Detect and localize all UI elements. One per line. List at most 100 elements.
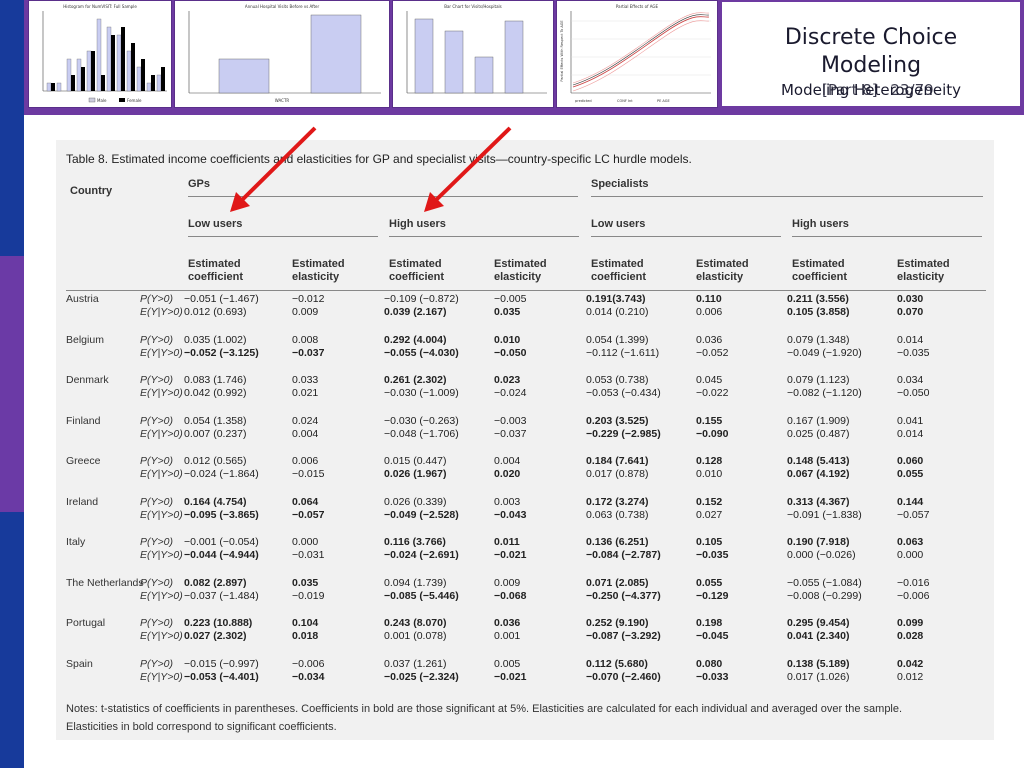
gp-rule xyxy=(188,196,578,197)
table-cell: −0.053 (−4.401) xyxy=(184,670,259,683)
rule-gp-low xyxy=(188,236,378,237)
table-cell: 0.041 (2.340) xyxy=(787,630,850,642)
hist-bar-male xyxy=(86,50,92,92)
row-label-expect: E(Y|Y>0) xyxy=(140,427,183,440)
table-cell: 0.099 xyxy=(897,617,924,629)
table-cell: −0.055 (−1.084) xyxy=(787,576,862,589)
table-cell: −0.024 (−2.691) xyxy=(384,549,459,561)
table-cell: 0.063 xyxy=(897,536,924,548)
table-cell: 0.012 xyxy=(897,670,924,683)
table-cell: 0.243 (8.070) xyxy=(384,617,447,629)
slide-subtitle: Modeling Heterogeneity xyxy=(722,80,1020,100)
table-cell: 0.001 xyxy=(494,630,521,642)
col-header-coefficient: Estimated coefficient xyxy=(389,258,445,283)
table-cell: 0.203 (3.525) xyxy=(586,414,649,427)
table-cell: 0.028 xyxy=(897,630,924,642)
table-cell: −0.030 (−0.263) xyxy=(384,414,459,427)
table-cell: 0.026 (0.339) xyxy=(384,495,447,508)
col-header-elasticity: Estimated elasticity xyxy=(494,258,547,283)
table-cell: −0.015 (−0.997) xyxy=(184,657,259,670)
table-cell: 0.252 (9.190) xyxy=(586,617,649,629)
table-cell: 0.110 xyxy=(696,293,722,305)
table-cell: 0.009 xyxy=(494,576,521,589)
table-cell: 0.018 xyxy=(292,630,319,642)
table-cell: 0.155 xyxy=(696,414,723,427)
bar-chart-thumb-2: Annual Hospital Visits Before vs After W… xyxy=(188,4,381,103)
table-figure: Table 8. Estimated income coefficients a… xyxy=(56,140,994,740)
table-cell: −0.087 (−3.292) xyxy=(586,630,661,642)
table-cell: −0.019 xyxy=(292,589,325,602)
row-label-prob: P(Y>0) xyxy=(140,455,173,467)
col-header-elasticity: Estimated elasticity xyxy=(696,258,749,283)
table-cell: 0.025 (0.487) xyxy=(787,427,850,440)
row-label-expect: E(Y|Y>0) xyxy=(140,670,183,683)
table-cell: 0.027 xyxy=(696,508,723,521)
country-name: Ireland xyxy=(66,495,99,508)
table-cell: −0.090 xyxy=(696,427,729,440)
row-label-prob: P(Y>0) xyxy=(140,374,173,386)
table-cell: 0.012 (0.565) xyxy=(184,455,247,467)
table-cell: 0.152 xyxy=(696,495,723,508)
hist-bar-male xyxy=(106,26,112,92)
table-cell: −0.031 xyxy=(292,549,325,561)
table-cell: 0.211 (3.556) xyxy=(787,293,849,305)
hist-bar-male xyxy=(146,82,152,92)
table-cell: 0.094 (1.739) xyxy=(384,576,447,589)
row-label-prob: P(Y>0) xyxy=(140,536,173,548)
row-label-prob: P(Y>0) xyxy=(140,495,173,508)
table-cell: 0.036 xyxy=(494,617,521,629)
table-cell: 0.015 (0.447) xyxy=(384,455,447,467)
table-cell: −0.070 (−2.460) xyxy=(586,670,661,683)
table-cell: 0.037 (1.261) xyxy=(384,657,447,670)
table-cell: 0.014 xyxy=(897,427,924,440)
subheader-gp-low: Low users xyxy=(188,218,243,230)
subheader-sp-low: Low users xyxy=(591,218,646,230)
table-cell: 0.172 (3.274) xyxy=(586,495,649,508)
table-cell: 0.007 (0.237) xyxy=(184,427,247,440)
slide-title-line-2: Modeling xyxy=(820,53,922,78)
table-cell: −0.085 (−5.446) xyxy=(384,589,459,602)
table-cell: −0.055 (−4.030) xyxy=(384,346,459,359)
notes-line-1: Notes: t-statistics of coefficients in p… xyxy=(66,703,903,715)
thumbnail-two-bars: Annual Hospital Visits Before vs After W… xyxy=(174,0,390,108)
thumb4-legend-3: PE AGE xyxy=(657,99,670,103)
table-cell: 0.023 xyxy=(494,374,521,386)
table-cell: −0.112 (−1.611) xyxy=(586,346,660,359)
hist-bar-male xyxy=(56,82,62,92)
row-label-prob: P(Y>0) xyxy=(140,333,173,346)
table-cell: 0.060 xyxy=(897,455,924,467)
table-cell: 0.067 (4.192) xyxy=(787,468,850,480)
table-cell: −0.037 xyxy=(292,346,325,359)
table-cell: −0.037 (−1.484) xyxy=(184,589,259,602)
table-cell: 0.008 xyxy=(292,333,319,346)
table-cell: 0.021 xyxy=(292,387,319,399)
col-header-elasticity: Estimated elasticity xyxy=(292,258,345,283)
hist-bar-male xyxy=(156,74,162,92)
table-cell: 0.082 (2.897) xyxy=(184,576,247,589)
table-cell: 0.036 xyxy=(696,333,723,346)
table-cell: 0.010 xyxy=(696,468,723,480)
table-cell: −0.052 (−3.125) xyxy=(184,346,259,359)
hist-bar-male xyxy=(126,50,132,92)
thumbnail-partial-effects: Partial Effects of AGE Partial Effects W… xyxy=(556,0,718,108)
hist-bar-female xyxy=(161,67,165,91)
table-cell: −0.082 (−1.120) xyxy=(787,387,862,399)
hist-bar-female xyxy=(111,35,115,91)
partial-effects-plot: Partial Effects of AGE Partial Effects W… xyxy=(560,4,711,103)
table-cell: 0.055 xyxy=(897,468,924,480)
table-cell: −0.057 xyxy=(897,508,930,521)
country-name: Denmark xyxy=(66,374,109,386)
notes-line-2: Elasticities in bold correspond to signi… xyxy=(66,721,337,733)
thumb3-title: Bar Chart for Visits/Hospitals xyxy=(444,4,502,9)
table-cell: 0.003 xyxy=(494,495,521,508)
row-label-prob: P(Y>0) xyxy=(140,293,173,305)
hist-bar-male xyxy=(136,66,142,92)
table-cell: 0.083 (1.746) xyxy=(184,374,247,386)
table-cell: 0.295 (9.454) xyxy=(787,617,850,629)
red-arrow-high-users xyxy=(424,126,512,212)
slide-part: [Part 8] xyxy=(822,81,878,99)
rule-gp-high xyxy=(389,236,579,237)
thumbnail-four-bars: Bar Chart for Visits/Hospitals xyxy=(392,0,554,108)
table-cell: −0.057 xyxy=(292,508,325,521)
country-name: Austria xyxy=(66,293,99,305)
